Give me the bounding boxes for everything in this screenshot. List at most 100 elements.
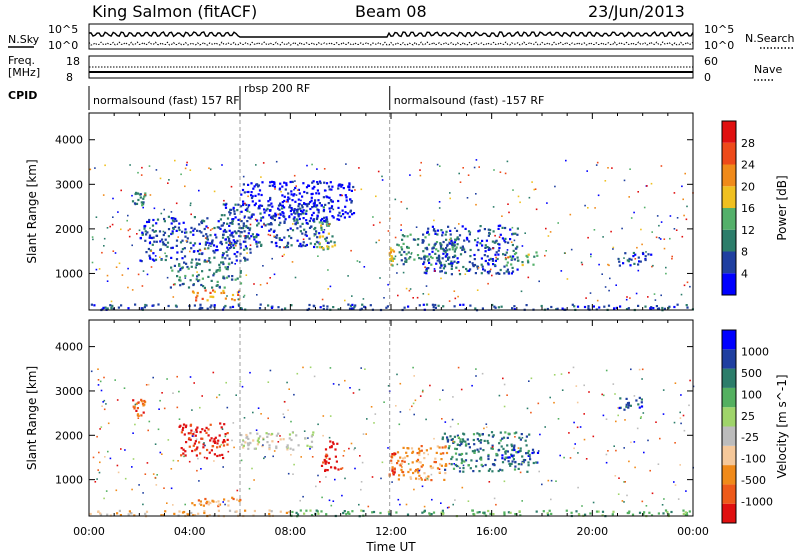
echo-cell (319, 181, 322, 185)
echo-cell (483, 269, 486, 272)
echo-cell (515, 431, 518, 434)
echo-cell (444, 233, 447, 236)
y-tick-label: 2000 (55, 429, 83, 442)
echo-cell (247, 206, 250, 208)
echo-cell (325, 457, 328, 459)
echo-cell (633, 395, 636, 397)
echo-cell (310, 435, 313, 438)
echo-cell (221, 256, 224, 259)
echo-cell (218, 226, 221, 229)
echo-cell (280, 190, 282, 193)
echo-cell (360, 307, 363, 310)
echo-cell (116, 512, 119, 515)
echo-cell (205, 500, 209, 503)
echo-cell (510, 462, 513, 465)
echo-cell (457, 366, 460, 369)
echo-cell (183, 455, 185, 458)
echo-cell (228, 257, 231, 260)
echo-cell (258, 307, 262, 310)
echo-cell (464, 308, 467, 311)
echo-cell (145, 304, 148, 307)
echo-cell (231, 305, 235, 308)
echo-cell (686, 306, 689, 309)
echo-cell (251, 213, 254, 216)
echo-cell (356, 260, 359, 262)
colorbar-tick-label: 100 (741, 388, 762, 401)
echo-cell (513, 239, 516, 242)
echo-cell (131, 200, 135, 203)
echo-cell (512, 255, 515, 258)
echo-cell (247, 447, 250, 450)
echo-cell (390, 455, 393, 458)
echo-cell (106, 274, 109, 277)
echo-cell (477, 237, 479, 240)
echo-cell (253, 185, 256, 188)
echo-cell (522, 458, 525, 462)
echo-cell (159, 256, 161, 258)
echo-cell (497, 242, 500, 245)
echo-cell (504, 256, 507, 259)
echo-cell (168, 179, 170, 181)
echo-cell (450, 438, 453, 441)
echo-cell (146, 273, 149, 276)
echo-cell (401, 234, 404, 237)
echo-cell (247, 216, 250, 219)
echo-cell (220, 214, 223, 217)
echo-cell (178, 264, 181, 267)
echo-cell (636, 246, 638, 249)
echo-cell (200, 231, 203, 234)
echo-cell (305, 243, 308, 247)
echo-cell (349, 198, 352, 201)
echo-cell (220, 243, 223, 246)
echo-cell (609, 277, 611, 280)
echo-cell (151, 243, 154, 246)
echo-cell (167, 182, 169, 184)
echo-cell (511, 448, 514, 452)
echo-cell (269, 234, 272, 237)
echo-cell (526, 470, 529, 473)
echo-cell (314, 199, 317, 202)
echo-cell (423, 271, 426, 274)
echo-cell (240, 231, 243, 234)
echo-cell (400, 462, 403, 465)
echo-cell (99, 461, 101, 464)
echo-cell (144, 193, 146, 196)
echo-cell (422, 303, 425, 306)
echo-cell (322, 208, 326, 212)
echo-cell (92, 456, 95, 459)
echo-cell (231, 496, 234, 499)
echo-cell (127, 286, 129, 289)
echo-cell (316, 182, 319, 185)
echo-cell (322, 415, 325, 417)
echo-cell (212, 440, 215, 443)
echo-cell (285, 446, 288, 449)
echo-cell (514, 232, 517, 235)
echo-cell (325, 513, 328, 516)
echo-cell (601, 393, 603, 396)
echo-cell (245, 224, 248, 228)
echo-cell (536, 254, 539, 257)
echo-cell (348, 447, 350, 450)
echo-cell (584, 513, 587, 516)
echo-cell (208, 268, 211, 272)
echo-cell (615, 284, 617, 286)
echo-cell (193, 227, 196, 230)
echo-cell (515, 247, 518, 250)
echo-cell (198, 242, 201, 245)
echo-cell (387, 447, 389, 449)
echo-cell (526, 407, 529, 410)
echo-cell (410, 253, 413, 255)
echo-cell (513, 444, 516, 447)
echo-cell (305, 209, 308, 212)
echo-cell (239, 246, 242, 249)
echo-cell (325, 223, 328, 226)
nave-tick-top: 60 (704, 55, 718, 68)
echo-cell (245, 436, 248, 439)
echo-cell (166, 502, 168, 504)
echo-cell (442, 452, 445, 455)
echo-cell (222, 203, 225, 206)
echo-cell (625, 308, 629, 311)
echo-cell (183, 510, 186, 514)
echo-cell (550, 305, 553, 309)
echo-cell (227, 262, 230, 265)
